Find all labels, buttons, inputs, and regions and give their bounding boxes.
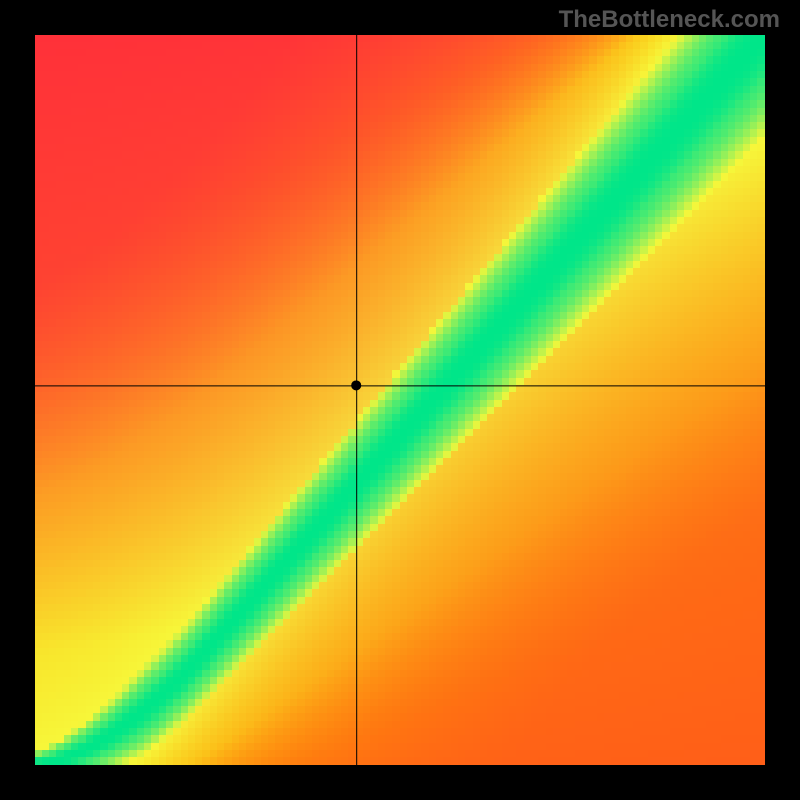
chart-root: TheBottleneck.com xyxy=(0,0,800,800)
watermark-label: TheBottleneck.com xyxy=(559,6,780,34)
plot-area xyxy=(35,35,765,765)
heatmap-canvas xyxy=(35,35,765,765)
